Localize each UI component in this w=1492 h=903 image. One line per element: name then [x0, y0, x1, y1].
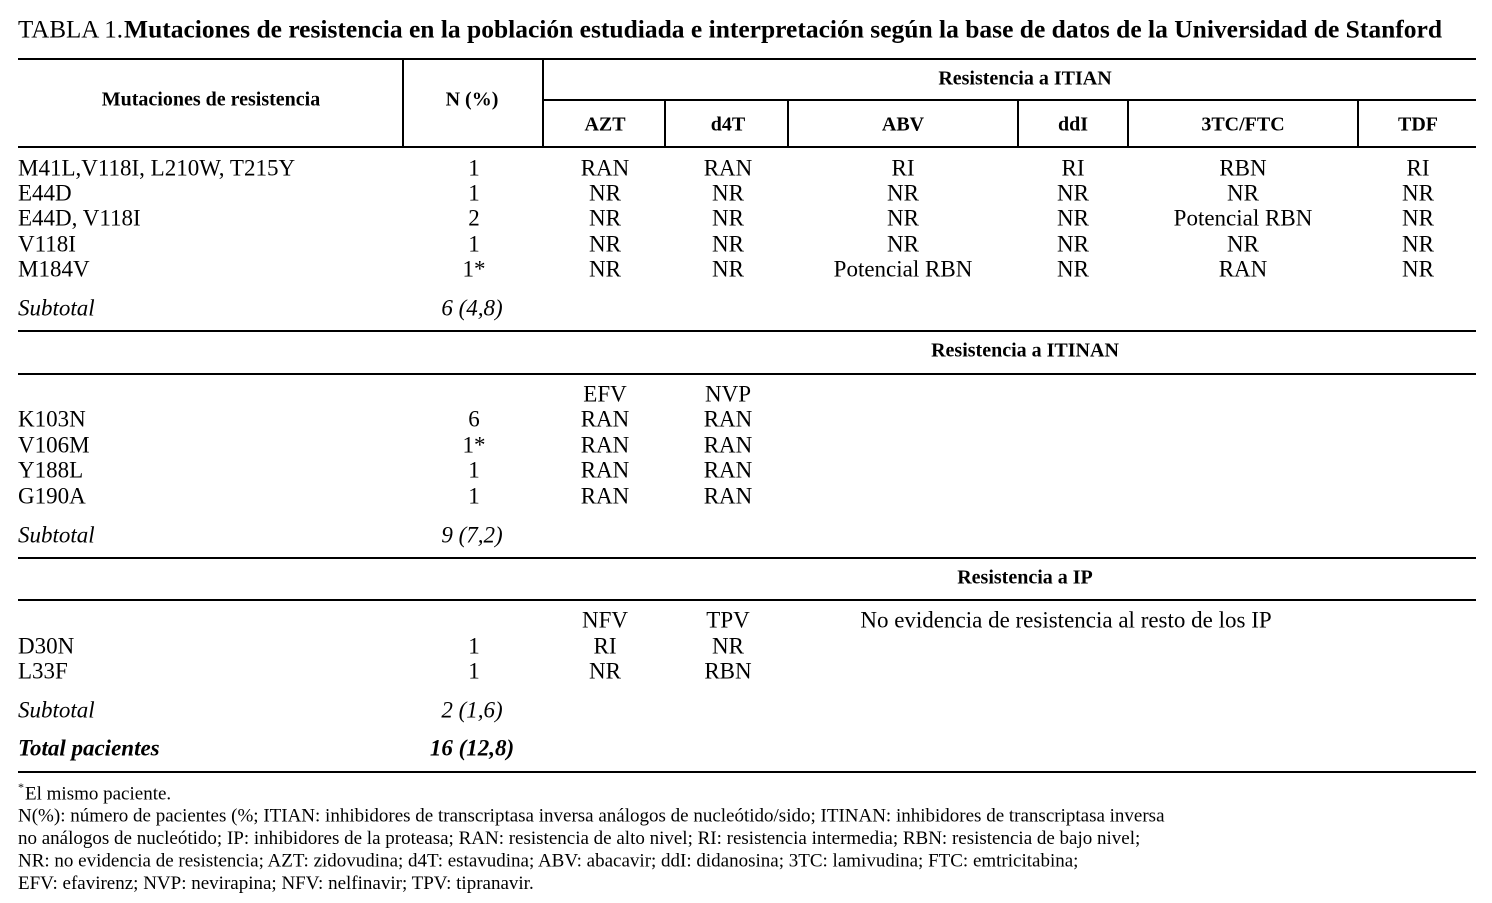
cell: NR: [712, 180, 745, 205]
cell: NR: [1402, 180, 1435, 205]
drug-header: NFV: [582, 607, 628, 632]
cell: NR: [1402, 256, 1435, 281]
cell: RBN: [704, 658, 752, 683]
drug-header: EFV: [583, 381, 627, 406]
cell: NR: [1057, 205, 1090, 230]
cell: RAN: [581, 432, 630, 457]
mutation: K103N: [18, 406, 86, 431]
subtotal-value: 2 (1,6): [441, 697, 502, 722]
subtotal-label: Subtotal: [18, 522, 95, 547]
mutation: M41L,V118I, L210W, T215Y: [18, 155, 295, 180]
cell: 1: [468, 231, 480, 256]
header-drug: ddI: [1058, 114, 1088, 136]
cell: RAN: [704, 483, 753, 508]
total-label: Total pacientes: [18, 735, 160, 760]
cell: 1: [468, 658, 480, 683]
cell: 1: [468, 457, 480, 482]
cell: RAN: [1219, 256, 1268, 281]
cell: NR: [887, 205, 920, 230]
drug-header: TPV: [706, 607, 750, 632]
cell: RAN: [704, 457, 753, 482]
mutation: D30N: [18, 633, 75, 658]
subtotal-label: Subtotal: [18, 295, 95, 320]
cell: NR: [589, 205, 622, 230]
cell: RI: [1062, 155, 1085, 180]
subtotal-label: Subtotal: [18, 697, 95, 722]
cell: 1: [468, 633, 480, 658]
cell: 1: [468, 155, 480, 180]
cell: NR: [1227, 231, 1260, 256]
cell: NR: [712, 205, 745, 230]
cell: NR: [887, 231, 920, 256]
header-drug: 3TC/FTC: [1201, 114, 1284, 136]
cell: RI: [594, 633, 617, 658]
mutation: L33F: [18, 658, 68, 683]
cell: NR: [1227, 180, 1260, 205]
section-note: No evidencia de resistencia al resto de …: [860, 607, 1271, 632]
cell: RAN: [704, 406, 753, 431]
footnote: NR: no evidencia de resistencia; AZT: zi…: [18, 850, 1078, 871]
mutation: M184V: [18, 256, 90, 281]
mutation: Y188L: [18, 457, 83, 482]
header-n: N (%): [446, 89, 499, 111]
header-drug: TDF: [1398, 114, 1438, 136]
subtotal-value: 6 (4,8): [441, 295, 502, 320]
cell: NR: [589, 658, 622, 683]
cell: 1: [468, 180, 480, 205]
drug-header: NVP: [705, 381, 751, 406]
footnote: El mismo paciente.: [25, 783, 171, 804]
mutation: V106M: [18, 432, 90, 457]
header-group: Resistencia a ITIAN: [938, 68, 1112, 90]
table-label: TABLA 1.: [18, 17, 123, 44]
cell: NR: [887, 180, 920, 205]
cell: NR: [712, 256, 745, 281]
cell: RAN: [704, 432, 753, 457]
cell: RBN: [1219, 155, 1267, 180]
cell: NR: [1057, 256, 1090, 281]
footnote: EFV: efavirenz; NVP: nevirapina; NFV: ne…: [18, 873, 534, 894]
footnote-mark: *: [18, 780, 24, 794]
cell: RAN: [581, 457, 630, 482]
cell: Potencial RBN: [834, 256, 973, 281]
header-drug: AZT: [584, 114, 626, 136]
mutation: V118I: [18, 231, 76, 256]
mutation: E44D, V118I: [18, 205, 141, 230]
cell: RAN: [581, 155, 630, 180]
cell: NR: [712, 633, 745, 658]
cell: 1: [468, 483, 480, 508]
subtotal-value: 9 (7,2): [441, 522, 502, 547]
total-value: 16 (12,8): [430, 735, 514, 760]
cell: NR: [589, 180, 622, 205]
cell: NR: [1402, 205, 1435, 230]
cell: 6: [468, 406, 480, 431]
cell: NR: [1402, 231, 1435, 256]
cell: NR: [589, 231, 622, 256]
mutation: E44D: [18, 180, 72, 205]
cell: RI: [892, 155, 915, 180]
cell: Potencial RBN: [1174, 205, 1313, 230]
header-drug: ABV: [882, 114, 925, 136]
cell: 1*: [463, 256, 486, 281]
cell: RI: [1407, 155, 1430, 180]
cell: NR: [712, 231, 745, 256]
header-drug: d4T: [711, 114, 746, 136]
cell: RAN: [704, 155, 753, 180]
cell: NR: [589, 256, 622, 281]
table-title: Mutaciones de resistencia en la població…: [124, 17, 1442, 44]
cell: NR: [1057, 231, 1090, 256]
cell: 2: [468, 205, 480, 230]
footnote: N(%): número de pacientes (%; ITIAN: inh…: [18, 805, 1165, 826]
cell: RAN: [581, 406, 630, 431]
cell: NR: [1057, 180, 1090, 205]
footnote: no análogos de nucleótido; IP: inhibidor…: [18, 828, 1140, 849]
header-mutations: Mutaciones de resistencia: [102, 89, 321, 111]
mutation: G190A: [18, 483, 86, 508]
cell: 1*: [463, 432, 486, 457]
section-heading: Resistencia a IP: [957, 567, 1093, 589]
cell: RAN: [581, 483, 630, 508]
section-heading: Resistencia a ITINAN: [931, 340, 1119, 362]
